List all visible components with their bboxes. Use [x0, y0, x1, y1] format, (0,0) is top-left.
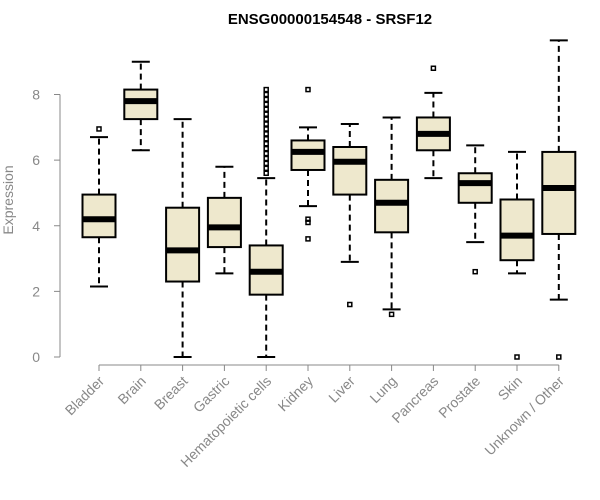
outlier-point — [263, 131, 269, 137]
outlier-point — [556, 354, 562, 360]
outlier-point — [388, 311, 395, 318]
box-iqr — [81, 193, 117, 239]
outlier-point — [472, 268, 478, 275]
outlier-point — [263, 116, 269, 122]
y-tick-label: 2 — [32, 283, 40, 299]
outlier-point — [430, 65, 437, 71]
outlier-point — [263, 140, 269, 147]
box-iqr — [332, 146, 368, 196]
outlier-point — [263, 91, 269, 98]
outlier-point — [263, 160, 269, 167]
x-tick-label: Breast — [151, 373, 191, 413]
box-group — [499, 150, 535, 360]
x-tick-label: Prostate — [435, 373, 483, 421]
box-iqr — [499, 198, 535, 262]
y-axis-label: Expression — [0, 165, 16, 234]
y-axis: 0 2 4 6 8 — [32, 87, 61, 365]
outlier-point — [305, 219, 311, 226]
outlier-point — [263, 96, 269, 103]
outlier-point — [305, 236, 311, 242]
box-group — [457, 144, 493, 275]
x-tick-label: Unknown / Other — [481, 373, 567, 459]
box-group — [206, 165, 242, 275]
x-tick-label: Lung — [366, 373, 399, 406]
box-group — [290, 86, 326, 242]
y-tick-label: 6 — [32, 152, 40, 168]
x-tick-label: Liver — [325, 373, 358, 406]
outlier-point — [263, 111, 269, 117]
outlier-point — [514, 354, 520, 360]
box-iqr — [123, 88, 159, 121]
outlier-point — [263, 155, 269, 162]
y-tick-label: 0 — [32, 349, 40, 365]
box-group — [123, 60, 159, 152]
outlier-point — [263, 165, 269, 172]
outlier-point — [347, 301, 353, 308]
box-group — [332, 123, 368, 308]
chart-title: ENSG00000154548 - SRSF12 — [228, 11, 432, 28]
box-group — [248, 86, 284, 358]
box-iqr — [457, 172, 493, 204]
x-tick-label: Skin — [495, 373, 526, 404]
x-tick-label: Kidney — [275, 373, 317, 415]
box-iqr — [541, 150, 577, 235]
outlier-point — [263, 126, 269, 132]
outlier-point — [263, 145, 269, 152]
outlier-point — [96, 126, 102, 132]
outlier-point — [263, 106, 269, 113]
box-iqr — [290, 139, 326, 171]
box-iqr — [165, 206, 201, 283]
outlier-point — [263, 86, 269, 93]
box-group — [415, 65, 451, 180]
outlier-point — [263, 170, 269, 176]
box-group — [165, 118, 201, 358]
outlier-point — [305, 86, 311, 93]
outlier-point — [263, 101, 269, 108]
x-tick-label: Brain — [114, 373, 148, 407]
y-tick-label: 8 — [32, 87, 40, 103]
box-group — [81, 126, 117, 288]
outlier-point — [263, 136, 269, 142]
outlier-point — [263, 121, 269, 127]
outlier-point — [263, 150, 269, 157]
box-iqr — [206, 196, 242, 249]
box-iqr — [374, 178, 410, 234]
box-group — [541, 39, 577, 360]
box-group — [374, 116, 410, 318]
y-tick-label: 4 — [32, 218, 40, 234]
x-tick-label: Bladder — [62, 373, 108, 419]
boxes-group — [81, 39, 577, 360]
